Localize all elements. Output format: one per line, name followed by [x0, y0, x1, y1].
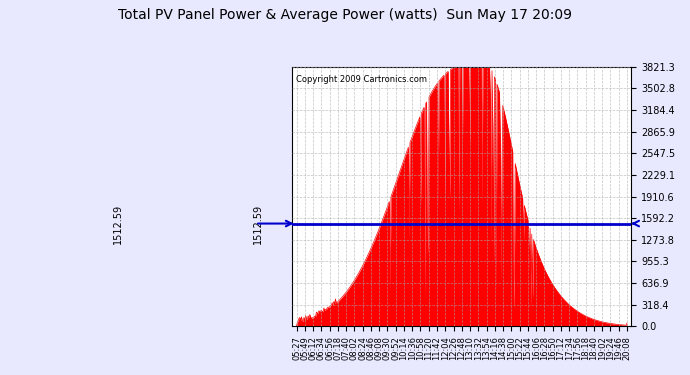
- Text: 1512.59: 1512.59: [253, 204, 263, 244]
- Text: 1512.59: 1512.59: [113, 204, 123, 244]
- Text: Total PV Panel Power & Average Power (watts)  Sun May 17 20:09: Total PV Panel Power & Average Power (wa…: [118, 8, 572, 21]
- Text: Copyright 2009 Cartronics.com: Copyright 2009 Cartronics.com: [296, 75, 426, 84]
